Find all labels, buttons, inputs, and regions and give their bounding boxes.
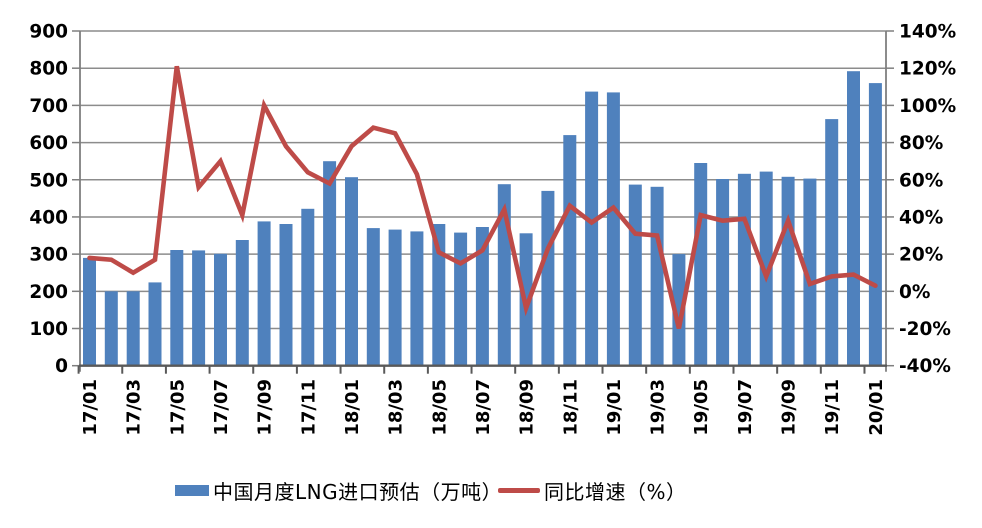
bar-17/06 xyxy=(192,250,206,366)
legend-label-yoy-growth: 同比增速（%） xyxy=(544,479,687,504)
left-axis-label: 700 xyxy=(29,96,68,117)
bar-18/03 xyxy=(388,229,402,366)
bar-19/09 xyxy=(781,176,795,366)
right-axis-label: 100% xyxy=(899,96,956,117)
bar-18/10 xyxy=(541,190,555,366)
bar-17/05 xyxy=(170,250,184,366)
bar-19/12 xyxy=(847,71,860,366)
x-axis-label-19/01: 19/01 xyxy=(604,379,625,436)
bar-19/06 xyxy=(716,179,730,366)
x-axis-label-19/03: 19/03 xyxy=(648,379,669,436)
x-axis-label-20/01: 20/01 xyxy=(866,379,887,436)
yoy-growth-line xyxy=(87,65,878,330)
left-axis-label: 100 xyxy=(29,319,68,340)
bar-17/02 xyxy=(104,291,118,366)
bar-19/08 xyxy=(759,171,773,366)
x-axis-label-18/01: 18/01 xyxy=(342,379,363,436)
right-axis-label: 0% xyxy=(899,282,930,303)
bar-18/06 xyxy=(454,232,468,366)
x-axis-label-17/07: 17/07 xyxy=(211,379,232,436)
x-axis-label-17/03: 17/03 xyxy=(124,379,145,436)
left-axis-label: 500 xyxy=(29,170,68,191)
bar-19/05 xyxy=(694,163,708,366)
bar-17/03 xyxy=(126,291,140,366)
bar-20/01 xyxy=(868,83,882,366)
bar-17/07 xyxy=(214,253,227,366)
bar-19/11 xyxy=(825,119,839,366)
right-axis-label: 140% xyxy=(899,22,956,43)
bar-19/04 xyxy=(672,254,686,366)
bar-18/02 xyxy=(366,228,380,366)
right-axis-label: 80% xyxy=(899,133,943,154)
bar-18/01 xyxy=(345,177,358,366)
bar-19/10 xyxy=(803,178,817,366)
legend-item-lng-imports: 中国月度LNG进口预估（万吨） xyxy=(175,478,503,504)
bar-19/03 xyxy=(650,186,664,366)
bar-17/09 xyxy=(257,221,271,366)
right-axis-label: 40% xyxy=(899,207,943,228)
bar-19/02 xyxy=(628,184,642,366)
x-axis-label-19/07: 19/07 xyxy=(735,379,756,436)
left-axis-label: 300 xyxy=(29,245,68,266)
bar-18/12 xyxy=(585,91,599,366)
legend-bar-swatch xyxy=(175,484,209,496)
bar-18/04 xyxy=(410,231,424,366)
bar-17/08 xyxy=(235,240,249,366)
x-axis-label-19/09: 19/09 xyxy=(779,379,800,436)
x-axis-label-18/11: 18/11 xyxy=(560,379,581,436)
x-axis-label-17/01: 17/01 xyxy=(80,379,101,436)
bar-18/07 xyxy=(475,227,489,366)
bar-17/11 xyxy=(301,208,315,366)
x-axis-label-17/11: 17/11 xyxy=(298,379,319,436)
x-axis-label-18/07: 18/07 xyxy=(473,379,494,436)
right-axis-label: -40% xyxy=(899,356,951,377)
legend-item-yoy-growth: 同比增速（%） xyxy=(498,478,687,504)
x-axis-label-17/05: 17/05 xyxy=(167,379,188,436)
bar-17/10 xyxy=(279,224,293,366)
bar-18/05 xyxy=(432,224,446,366)
bar-17/01 xyxy=(83,257,96,366)
bar-17/04 xyxy=(148,282,162,366)
right-axis-label: 20% xyxy=(899,245,943,266)
left-axis-label: 800 xyxy=(29,59,68,80)
left-axis-label: 400 xyxy=(29,207,68,228)
x-axis-label-17/09: 17/09 xyxy=(255,379,276,436)
x-axis-label-18/09: 18/09 xyxy=(517,379,538,436)
legend-line-swatch xyxy=(498,487,540,493)
bar-18/11 xyxy=(563,135,577,366)
x-axis-label-18/03: 18/03 xyxy=(386,379,407,436)
left-axis-label: 600 xyxy=(29,133,68,154)
right-axis-label: -20% xyxy=(899,319,951,340)
left-axis-label: 0 xyxy=(55,356,68,377)
left-axis-label: 200 xyxy=(29,282,68,303)
left-axis-label: 900 xyxy=(29,22,68,43)
bar-17/12 xyxy=(323,161,337,366)
right-axis-label: 120% xyxy=(899,59,956,80)
bar-19/01 xyxy=(606,92,620,366)
bar-19/07 xyxy=(737,173,751,366)
x-axis-label-19/05: 19/05 xyxy=(691,379,712,436)
legend-label-lng-imports: 中国月度LNG进口预估（万吨） xyxy=(213,479,503,504)
x-axis-label-18/05: 18/05 xyxy=(429,379,450,436)
x-axis-label-19/11: 19/11 xyxy=(822,379,843,436)
right-axis-label: 60% xyxy=(899,170,943,191)
